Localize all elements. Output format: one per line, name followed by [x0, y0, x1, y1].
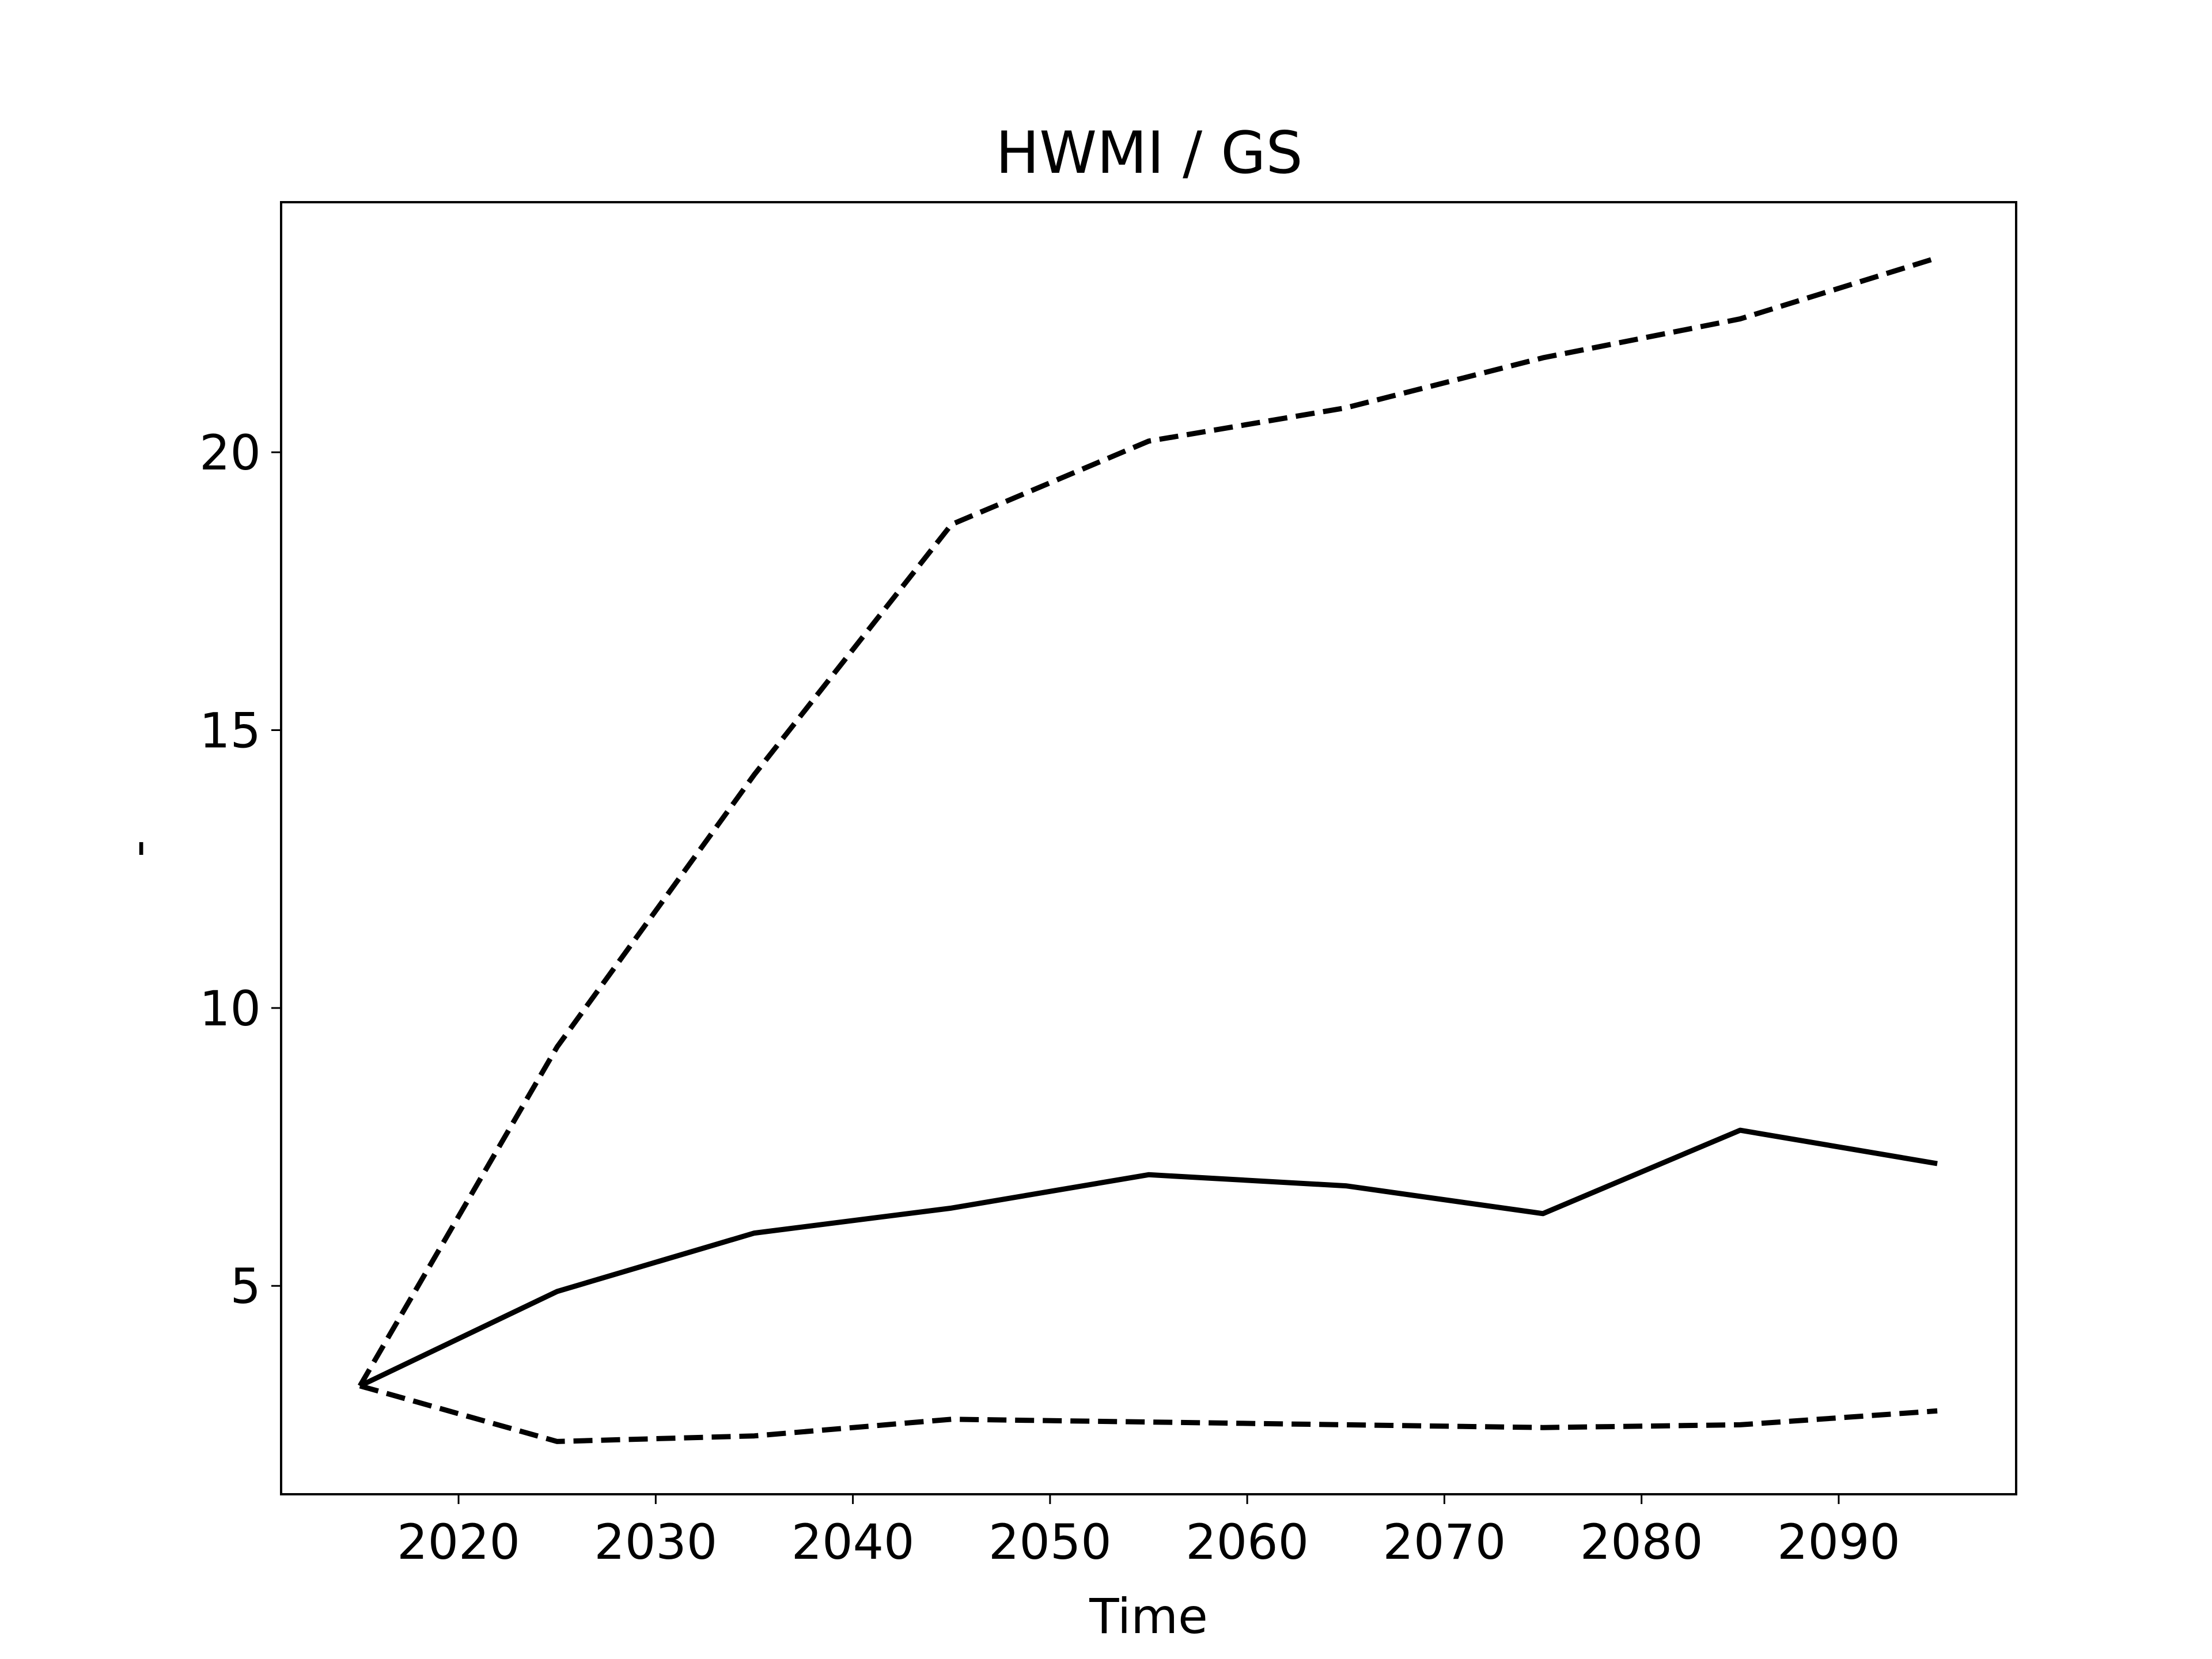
x-tick-label: 2060: [1185, 1514, 1309, 1570]
y-tick-label: 5: [230, 1258, 261, 1315]
y-tick-label: 20: [199, 425, 261, 481]
x-tick-label: 2030: [594, 1514, 717, 1570]
plot-area-frame: [280, 201, 2017, 1495]
y-axis-ticks: 5 10 15 20: [199, 425, 281, 1315]
x-tick-label: 2090: [1777, 1514, 1900, 1570]
y-tick-label: 10: [199, 980, 261, 1037]
series-line-2: [358, 255, 1938, 1388]
y-axis-title: -: [109, 840, 166, 857]
y-tick-label: 15: [199, 702, 261, 759]
series-lines: [358, 255, 1938, 1444]
x-tick-label: 2080: [1580, 1514, 1703, 1570]
x-tick-label: 2070: [1383, 1514, 1506, 1570]
x-tick-label: 2050: [988, 1514, 1112, 1570]
x-tick-label: 2020: [397, 1514, 520, 1570]
series-line-1: [358, 1127, 1938, 1388]
x-axis-ticks: 2020 2030 2040 2050 2060 2070 2080 2090: [397, 1494, 1900, 1570]
chart-title: HWMI / GS: [995, 119, 1302, 187]
x-axis-title: Time: [1089, 1588, 1208, 1645]
x-tick-label: 2040: [791, 1514, 915, 1570]
